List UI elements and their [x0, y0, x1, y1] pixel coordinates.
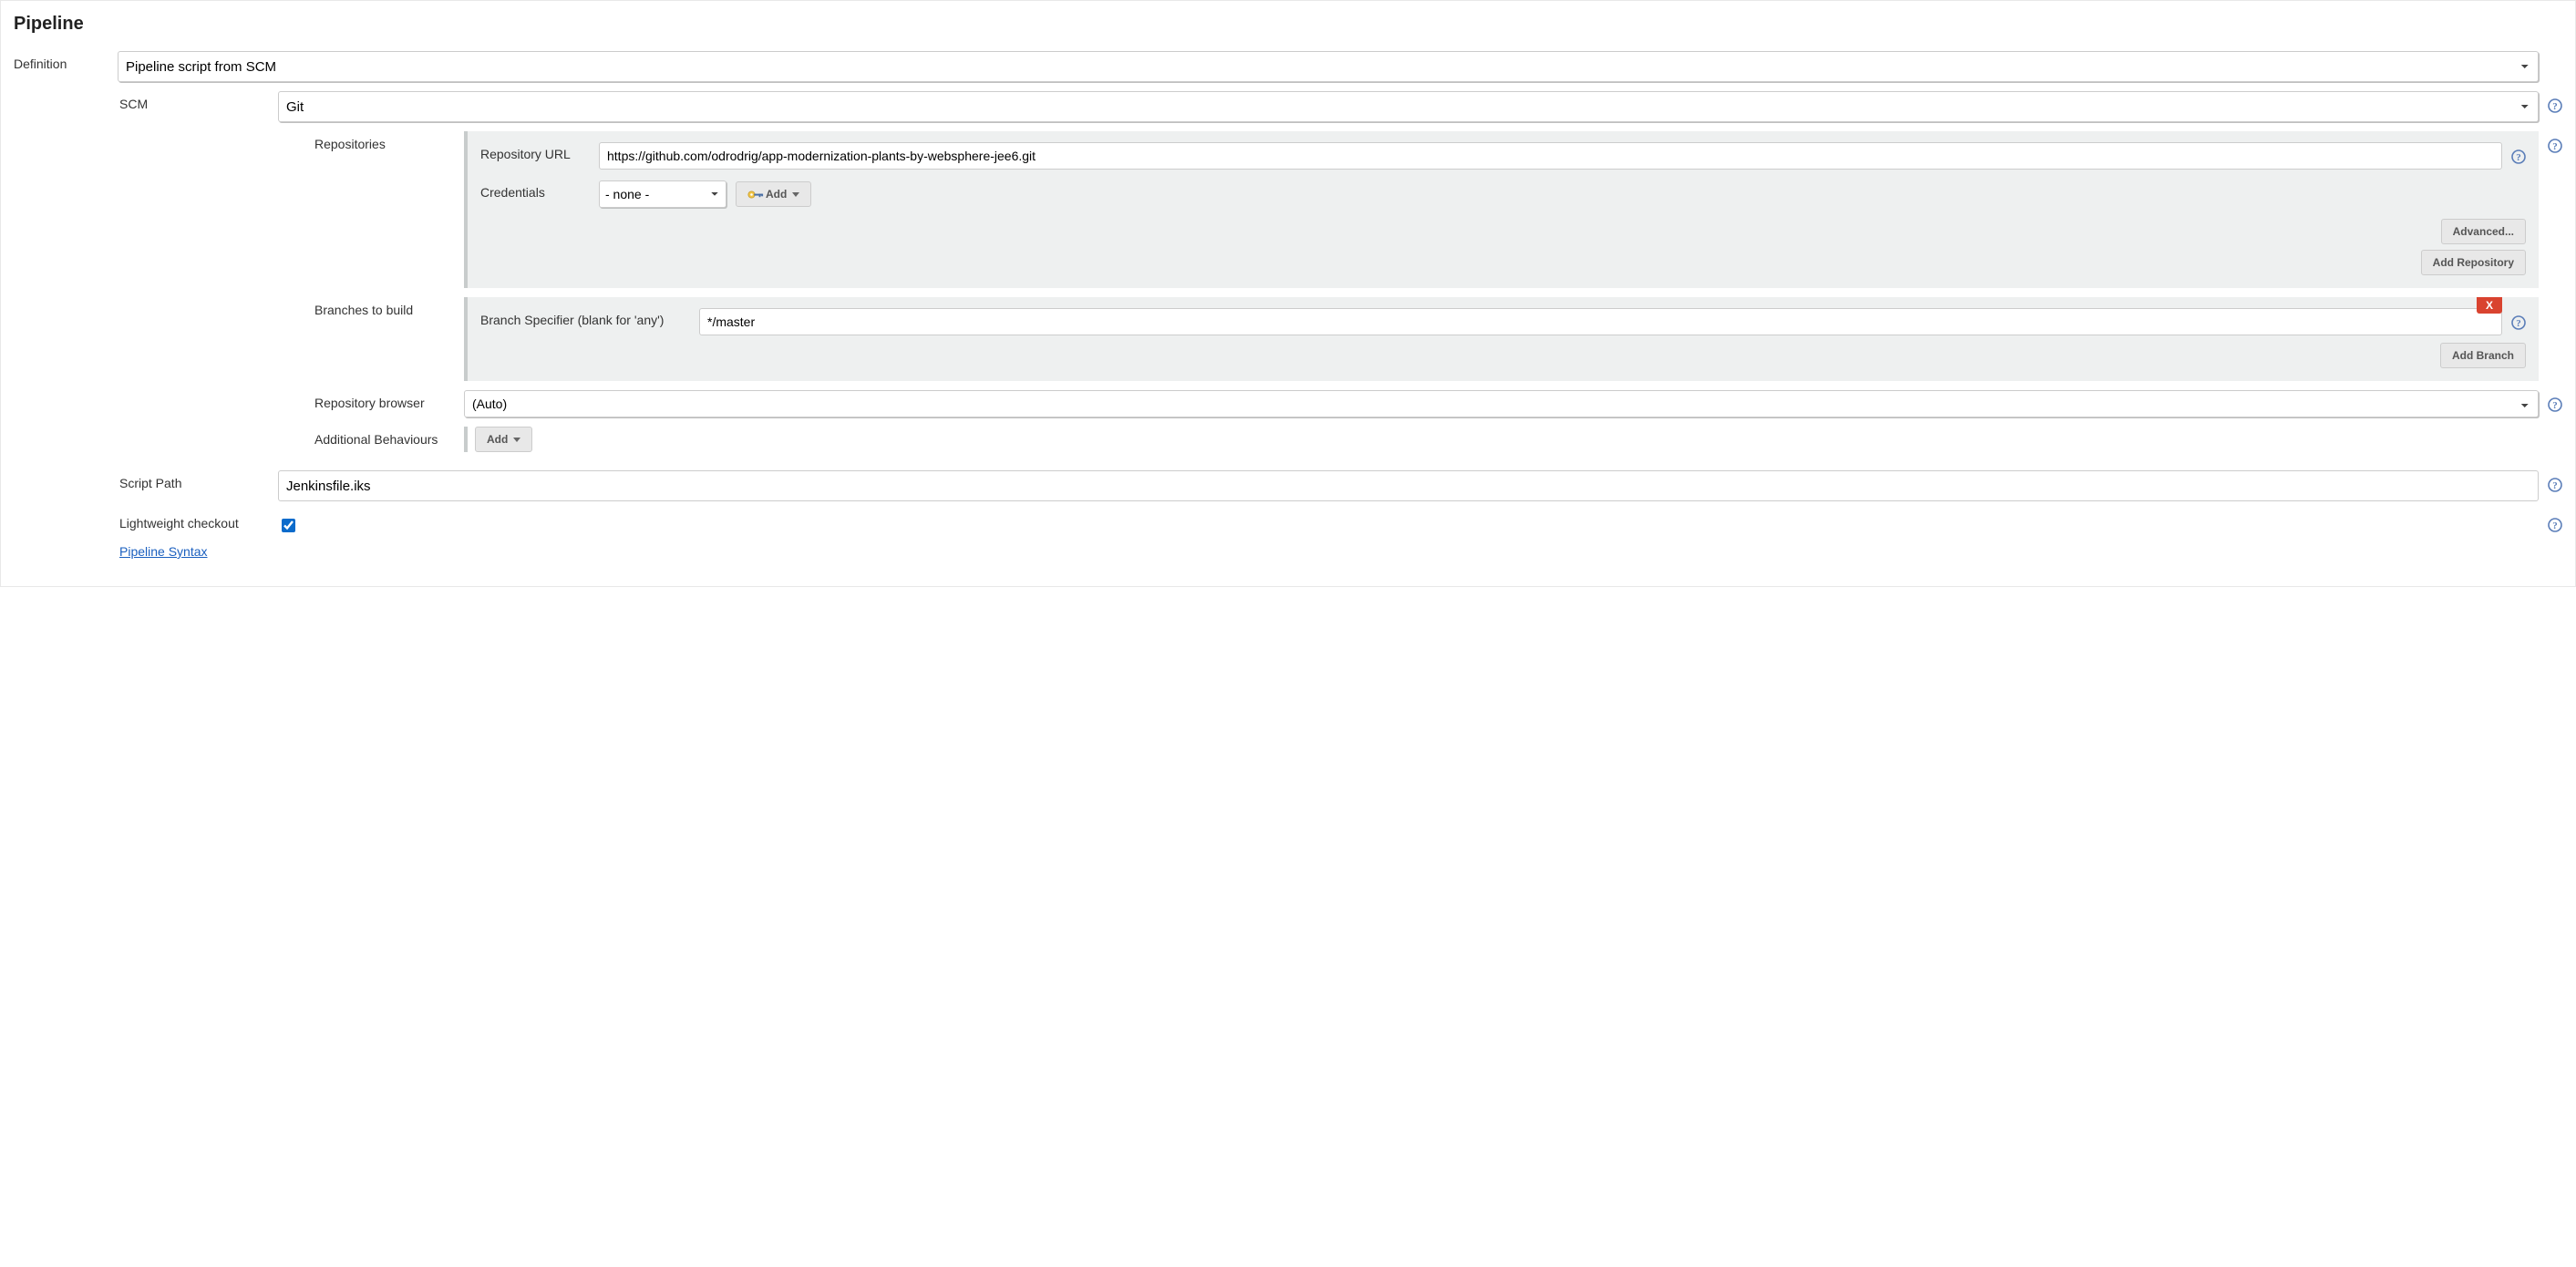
scm-select[interactable]: Git: [278, 91, 2539, 122]
repo-url-label: Repository URL: [480, 142, 599, 161]
help-icon[interactable]: [2511, 149, 2526, 164]
scm-label: SCM: [119, 91, 265, 111]
section-title: Pipeline: [14, 14, 2562, 35]
additional-row: Additional Behaviours Add: [14, 427, 2562, 452]
repository-block: Repository URL Credentials - none -: [464, 131, 2539, 288]
branches-row: Branches to build X Branch Specifier (bl…: [14, 297, 2562, 381]
lightweight-row: Lightweight checkout: [14, 510, 2562, 535]
credentials-label: Credentials: [480, 180, 599, 200]
help-icon[interactable]: [2548, 397, 2562, 412]
repositories-label: Repositories: [314, 131, 451, 151]
lightweight-checkbox[interactable]: [282, 519, 295, 532]
credentials-select[interactable]: - none -: [599, 180, 726, 208]
help-icon[interactable]: [2548, 98, 2562, 113]
repo-url-input[interactable]: [599, 142, 2502, 170]
repo-browser-select[interactable]: (Auto): [464, 390, 2539, 417]
lightweight-label: Lightweight checkout: [119, 510, 265, 530]
add-behaviour-label: Add: [487, 433, 508, 446]
help-icon[interactable]: [2548, 518, 2562, 532]
repo-browser-label: Repository browser: [314, 390, 451, 410]
advanced-button[interactable]: Advanced...: [2441, 219, 2526, 244]
add-branch-button[interactable]: Add Branch: [2440, 343, 2526, 368]
add-behaviour-button[interactable]: Add: [475, 427, 532, 452]
branch-block: X Branch Specifier (blank for 'any') Add…: [464, 297, 2539, 381]
pipeline-syntax-link[interactable]: Pipeline Syntax: [119, 544, 208, 559]
branches-label: Branches to build: [314, 297, 451, 317]
definition-label: Definition: [14, 51, 105, 71]
definition-select[interactable]: Pipeline script from SCM: [118, 51, 2539, 82]
chevron-down-icon: [513, 438, 520, 442]
add-credentials-button[interactable]: Add: [736, 181, 811, 207]
repo-browser-row: Repository browser (Auto): [14, 390, 2562, 417]
script-path-input[interactable]: [278, 470, 2539, 501]
script-path-row: Script Path: [14, 470, 2562, 501]
scm-row: SCM Git: [14, 91, 2562, 122]
script-path-label: Script Path: [119, 470, 265, 490]
additional-label: Additional Behaviours: [314, 427, 451, 447]
help-icon[interactable]: [2548, 139, 2562, 153]
key-icon: [747, 190, 760, 199]
definition-row: Definition Pipeline script from SCM: [14, 51, 2562, 82]
chevron-down-icon: [792, 192, 799, 197]
help-icon[interactable]: [2511, 315, 2526, 330]
repositories-row: Repositories Repository URL Credentials …: [14, 131, 2562, 288]
add-repository-button[interactable]: Add Repository: [2421, 250, 2526, 275]
branch-specifier-input[interactable]: [699, 308, 2502, 335]
pipeline-section: Pipeline Definition Pipeline script from…: [0, 0, 2576, 587]
branch-specifier-label: Branch Specifier (blank for 'any'): [480, 308, 699, 327]
syntax-link-row: Pipeline Syntax: [119, 544, 2562, 559]
help-icon[interactable]: [2548, 478, 2562, 492]
add-credentials-label: Add: [766, 188, 787, 201]
delete-branch-button[interactable]: X: [2477, 297, 2502, 314]
